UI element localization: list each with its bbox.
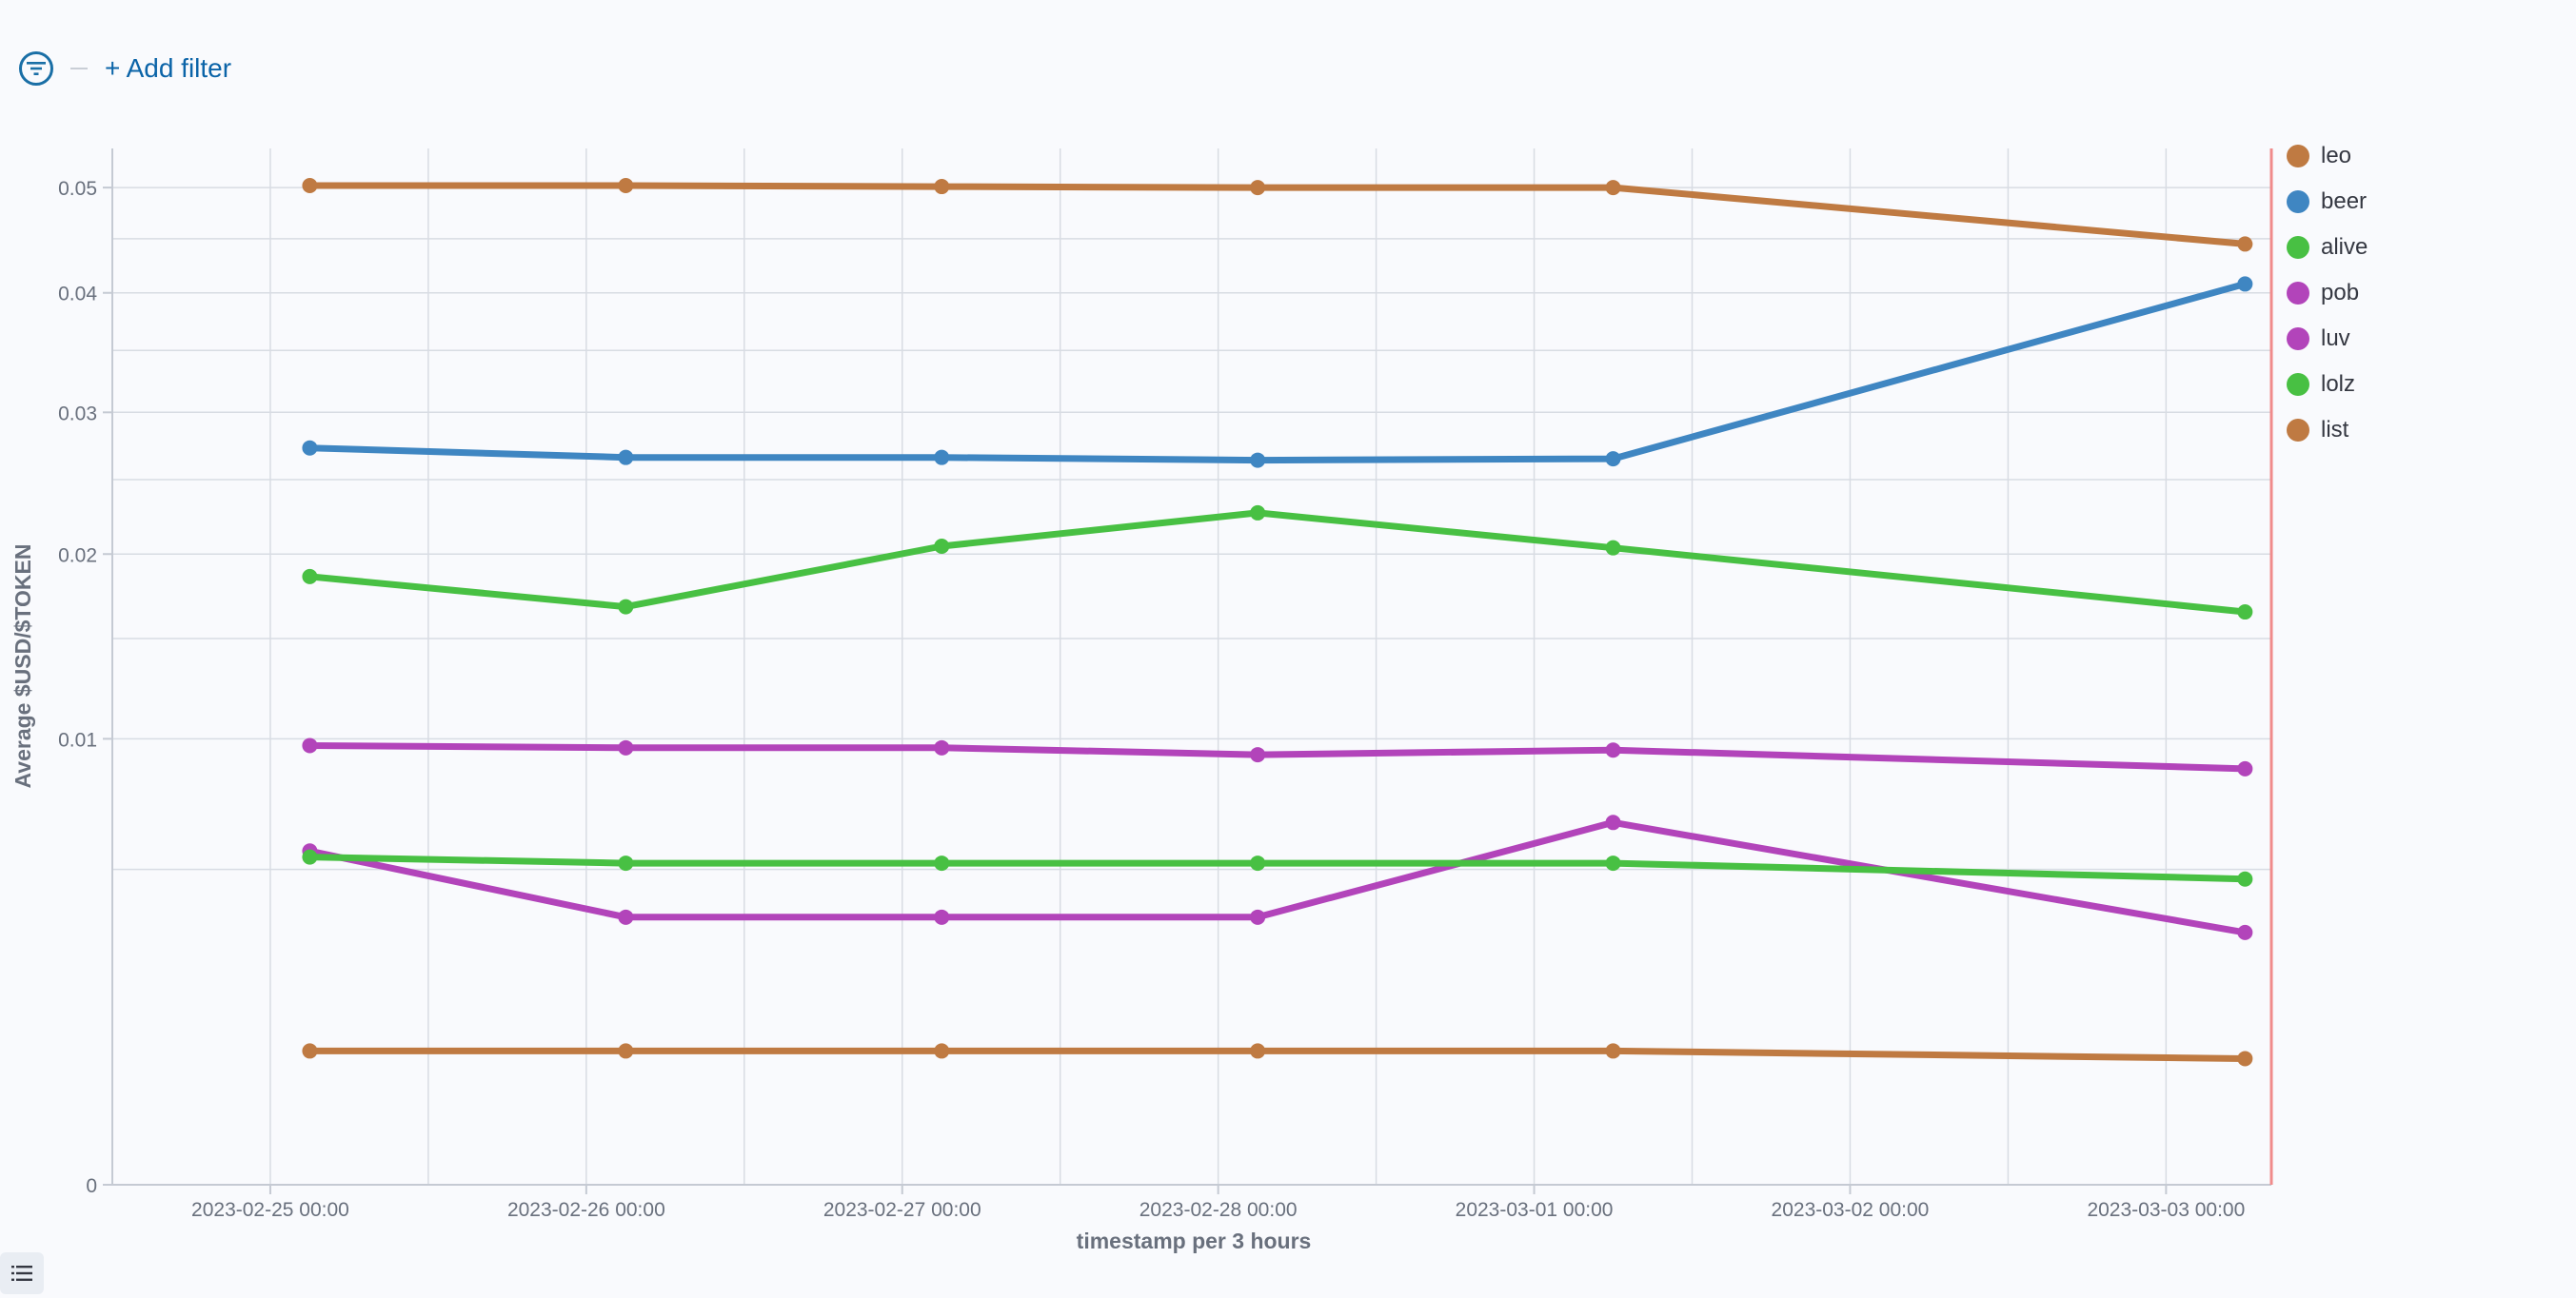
data-point-pob[interactable] bbox=[1605, 742, 1621, 758]
series-layer bbox=[302, 178, 2253, 1067]
legend-color-dot bbox=[2287, 282, 2309, 305]
y-tick-label: 0.05 bbox=[58, 178, 97, 200]
data-point-pob[interactable] bbox=[934, 739, 950, 756]
legend-label: leo bbox=[2321, 143, 2352, 168]
series-line-alive bbox=[306, 509, 2249, 616]
grid-layer bbox=[111, 148, 2271, 1185]
data-point-luv[interactable] bbox=[2237, 924, 2253, 940]
legend-item-leo[interactable]: leo bbox=[2287, 133, 2368, 179]
x-axis-label: timestamp per 3 hours bbox=[1077, 1229, 1312, 1253]
data-point-lolz[interactable] bbox=[1250, 856, 1266, 872]
data-point-list[interactable] bbox=[618, 1043, 634, 1059]
legend-item-beer[interactable]: beer bbox=[2287, 179, 2368, 225]
x-tick-label: 2023-02-28 00:00 bbox=[1139, 1199, 1298, 1221]
series-line-pob bbox=[306, 742, 2249, 773]
legend-item-luv[interactable]: luv bbox=[2287, 316, 2368, 362]
data-point-pob[interactable] bbox=[1250, 747, 1266, 763]
data-point-list[interactable] bbox=[934, 1043, 950, 1059]
legend-label: lolz bbox=[2321, 371, 2356, 397]
series-line-list bbox=[306, 1047, 2249, 1062]
y-tick-label: 0.04 bbox=[58, 284, 97, 305]
data-point-beer[interactable] bbox=[2237, 276, 2253, 292]
y-tick-label: 0.01 bbox=[58, 729, 97, 751]
legend-color-dot bbox=[2287, 190, 2309, 213]
y-tick-label: 0.03 bbox=[58, 403, 97, 424]
x-tick-label: 2023-02-26 00:00 bbox=[507, 1199, 665, 1221]
data-point-luv[interactable] bbox=[618, 909, 634, 925]
data-point-list[interactable] bbox=[302, 1043, 318, 1059]
data-point-luv[interactable] bbox=[934, 909, 950, 925]
x-tick-label: 2023-03-01 00:00 bbox=[1456, 1199, 1614, 1221]
data-point-alive[interactable] bbox=[618, 599, 634, 615]
x-tick-label: 2023-03-02 00:00 bbox=[1772, 1199, 1930, 1221]
legend-label: alive bbox=[2321, 234, 2368, 260]
legend-label: beer bbox=[2321, 188, 2368, 214]
legend-color-dot bbox=[2287, 236, 2309, 259]
legend-item-alive[interactable]: alive bbox=[2287, 225, 2368, 270]
data-point-alive[interactable] bbox=[1250, 504, 1266, 521]
x-tick-label: 2023-02-27 00:00 bbox=[823, 1199, 981, 1221]
data-point-beer[interactable] bbox=[934, 449, 950, 465]
data-point-leo[interactable] bbox=[1250, 180, 1266, 196]
y-tick-label: 0.02 bbox=[58, 544, 97, 566]
data-point-luv[interactable] bbox=[1250, 909, 1266, 925]
series-line-leo bbox=[306, 182, 2249, 247]
legend-label: list bbox=[2321, 417, 2349, 442]
data-point-alive[interactable] bbox=[1605, 540, 1621, 556]
data-point-leo[interactable] bbox=[2237, 236, 2253, 252]
data-point-lolz[interactable] bbox=[302, 849, 318, 865]
x-tick-label: 2023-03-03 00:00 bbox=[2087, 1199, 2245, 1221]
data-point-alive[interactable] bbox=[934, 539, 950, 555]
data-point-alive[interactable] bbox=[302, 568, 318, 584]
y-tick-label: 0 bbox=[86, 1175, 97, 1197]
legend-color-dot bbox=[2287, 327, 2309, 350]
data-point-lolz[interactable] bbox=[1605, 856, 1621, 872]
legend-label: pob bbox=[2321, 280, 2360, 305]
data-point-lolz[interactable] bbox=[2237, 871, 2253, 887]
data-point-lolz[interactable] bbox=[618, 856, 634, 872]
legend-item-pob[interactable]: pob bbox=[2287, 270, 2368, 316]
data-point-beer[interactable] bbox=[1250, 452, 1266, 468]
legend-toggle-button[interactable] bbox=[0, 1252, 44, 1294]
data-point-list[interactable] bbox=[1250, 1043, 1266, 1059]
filter-icon[interactable] bbox=[19, 51, 53, 86]
data-point-pob[interactable] bbox=[2237, 760, 2253, 777]
data-point-leo[interactable] bbox=[302, 178, 318, 194]
add-filter-button[interactable]: + Add filter bbox=[105, 53, 232, 83]
data-point-leo[interactable] bbox=[618, 178, 634, 194]
axis-layer: 0 0.01 0.02 0.03 0.04 0.05 2023-02-25 00:00 202… bbox=[58, 148, 2273, 1221]
data-point-beer[interactable] bbox=[302, 440, 318, 456]
data-point-leo[interactable] bbox=[934, 179, 950, 195]
filter-lines-icon bbox=[27, 62, 46, 75]
data-point-leo[interactable] bbox=[1605, 180, 1621, 196]
legend-item-list[interactable]: list bbox=[2287, 407, 2368, 453]
legend-color-dot bbox=[2287, 419, 2309, 442]
data-point-list[interactable] bbox=[1605, 1043, 1621, 1059]
filter-divider bbox=[70, 68, 88, 69]
series-line-lolz bbox=[306, 854, 2249, 883]
data-point-pob[interactable] bbox=[302, 738, 318, 754]
legend-color-dot bbox=[2287, 145, 2309, 167]
data-point-lolz[interactable] bbox=[934, 856, 950, 872]
series-line-luv bbox=[306, 818, 2249, 936]
series-line-beer bbox=[306, 280, 2249, 464]
data-point-alive[interactable] bbox=[2237, 604, 2253, 620]
legend-color-dot bbox=[2287, 373, 2309, 396]
data-point-luv[interactable] bbox=[1605, 815, 1621, 831]
data-point-list[interactable] bbox=[2237, 1051, 2253, 1067]
filter-bar: + Add filter bbox=[19, 48, 231, 89]
y-axis-label: Average $USD/$TOKEN bbox=[10, 544, 35, 789]
list-icon bbox=[11, 1266, 32, 1281]
chart-legend: leo beer alive pob luv lolz list bbox=[2287, 133, 2368, 453]
data-point-beer[interactable] bbox=[618, 449, 634, 465]
x-tick-label: 2023-02-25 00:00 bbox=[191, 1199, 349, 1221]
data-point-beer[interactable] bbox=[1605, 451, 1621, 467]
legend-item-lolz[interactable]: lolz bbox=[2287, 362, 2368, 407]
legend-label: luv bbox=[2321, 325, 2350, 351]
data-point-pob[interactable] bbox=[618, 739, 634, 756]
